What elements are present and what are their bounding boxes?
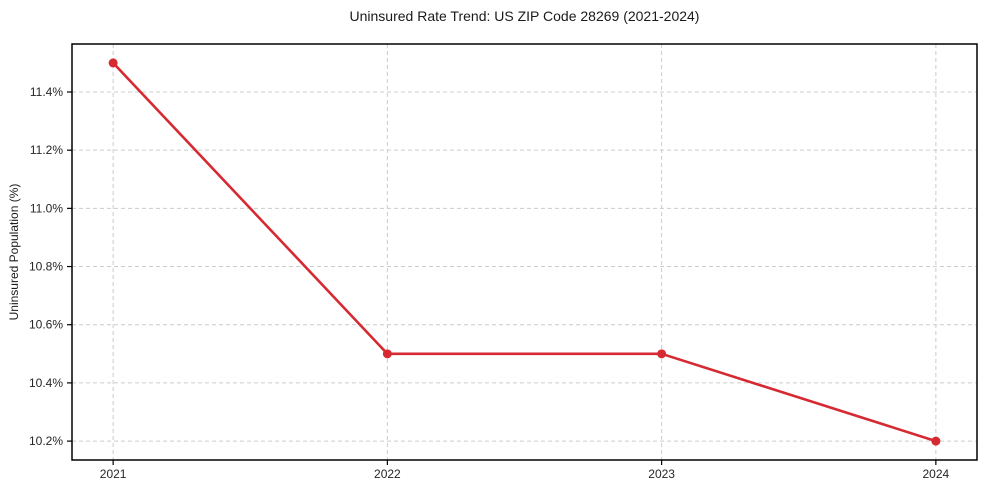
plot-border xyxy=(71,43,978,461)
data-point xyxy=(657,349,667,359)
y-tick-label: 10.8% xyxy=(29,260,63,274)
chart-title: Uninsured Rate Trend: US ZIP Code 28269 … xyxy=(349,8,700,24)
data-point xyxy=(382,349,392,359)
x-tick-label: 2023 xyxy=(648,467,675,481)
trend-line xyxy=(111,61,938,443)
y-tick-label: 11.0% xyxy=(30,201,63,215)
y-tick-label: 11.4% xyxy=(30,85,63,99)
data-point xyxy=(108,58,118,68)
data-point xyxy=(931,436,941,446)
y-tick-label: 10.6% xyxy=(29,318,63,332)
x-tick-label: 2024 xyxy=(923,467,950,481)
x-tick-label: 2022 xyxy=(374,467,401,481)
x-tick-label: 2021 xyxy=(100,467,127,481)
y-tick-label: 10.4% xyxy=(29,376,63,390)
y-tick-label: 11.2% xyxy=(30,143,63,157)
y-tick-label: 10.2% xyxy=(29,434,63,448)
